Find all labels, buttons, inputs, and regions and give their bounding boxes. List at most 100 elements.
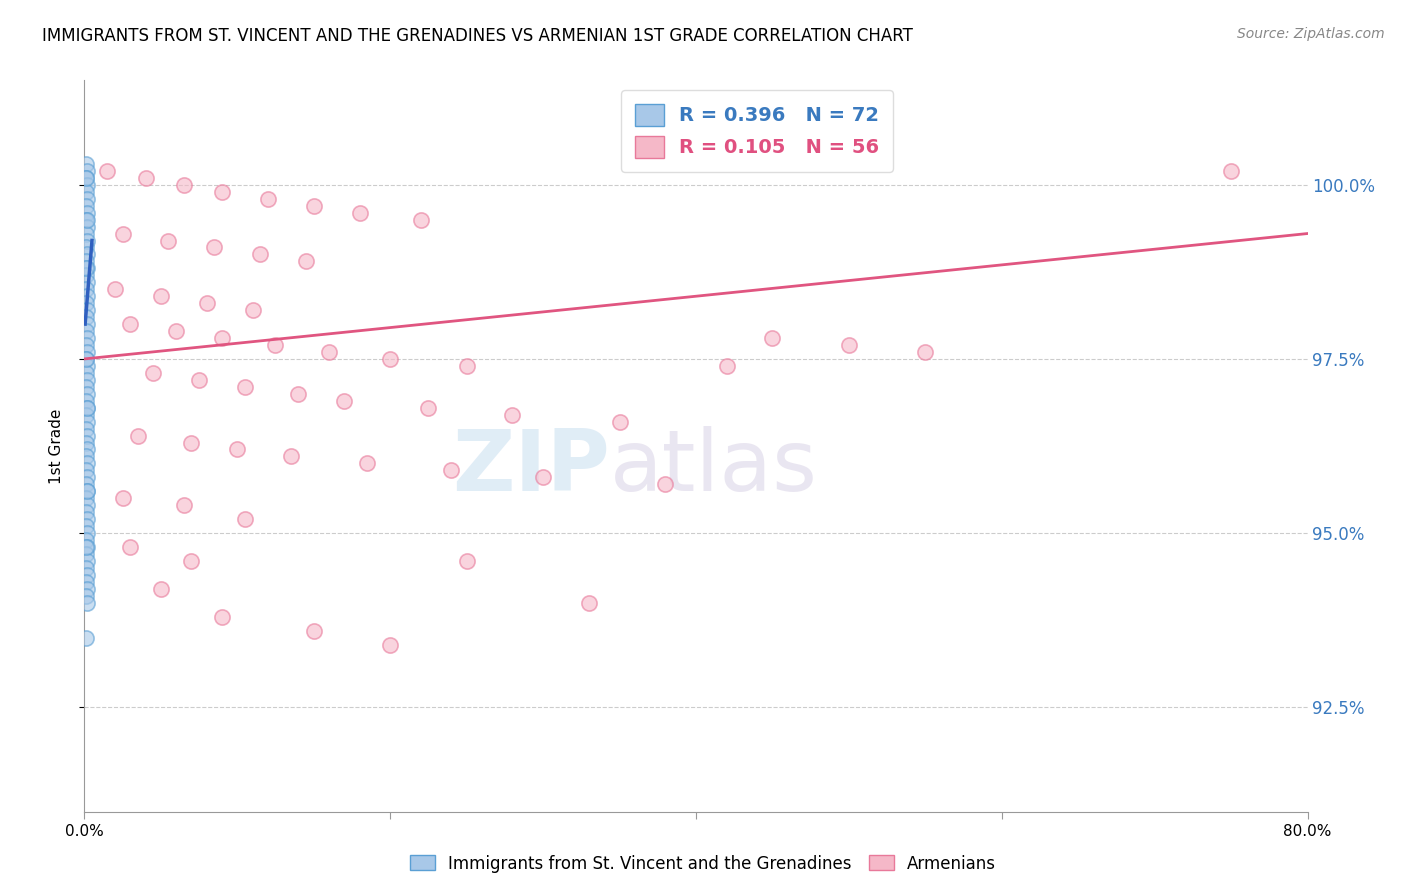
Point [104, 282, 127, 296]
Point [76, 540, 98, 554]
Point [76, 289, 98, 303]
Point [75, 408, 97, 422]
Point [75, 338, 97, 352]
Point [75, 240, 97, 254]
Point [75, 366, 97, 380]
Point [761, 331, 783, 345]
Point [75, 574, 97, 589]
Point [211, 185, 233, 199]
Point [76, 386, 98, 401]
Point [302, 199, 325, 213]
Point [838, 338, 860, 352]
Point [76, 526, 98, 541]
Point [76, 219, 98, 234]
Text: IMMIGRANTS FROM ST. VINCENT AND THE GRENADINES VS ARMENIAN 1ST GRADE CORRELATION: IMMIGRANTS FROM ST. VINCENT AND THE GREN… [42, 27, 912, 45]
Point [226, 442, 249, 457]
Point [75, 296, 97, 310]
Point [1220, 164, 1243, 178]
Point [409, 212, 432, 227]
Point [76, 415, 98, 429]
Point [157, 234, 180, 248]
Point [76, 554, 98, 568]
Point [456, 554, 478, 568]
Point [716, 359, 738, 373]
Point [578, 596, 600, 610]
Point [233, 512, 256, 526]
Point [76, 164, 98, 178]
Point [76, 567, 98, 582]
Point [257, 192, 280, 206]
Point [75, 227, 97, 241]
Point [75, 435, 97, 450]
Point [75, 351, 97, 366]
Point [333, 393, 356, 408]
Point [76, 178, 98, 192]
Point [75, 519, 97, 533]
Point [75, 491, 97, 506]
Point [654, 477, 676, 491]
Point [75, 351, 97, 366]
Point [76, 582, 98, 596]
Point [120, 540, 142, 554]
Point [127, 428, 149, 442]
Point [76, 247, 98, 261]
Point [173, 498, 195, 512]
Legend: Immigrants from St. Vincent and the Grenadines, Armenians: Immigrants from St. Vincent and the Gren… [404, 848, 1002, 880]
Point [76, 512, 98, 526]
Point [76, 234, 98, 248]
Point [502, 408, 524, 422]
Point [188, 373, 211, 387]
Point [120, 317, 142, 331]
Point [76, 457, 98, 471]
Point [75, 254, 97, 268]
Point [75, 450, 97, 464]
Point [96, 164, 118, 178]
Point [149, 289, 172, 303]
Point [76, 205, 98, 219]
Point [149, 582, 172, 596]
Point [75, 393, 97, 408]
Point [75, 477, 97, 491]
Point [75, 199, 97, 213]
Point [173, 178, 195, 192]
Point [76, 442, 98, 457]
Point [418, 401, 440, 415]
Point [456, 359, 478, 373]
Point [75, 310, 97, 325]
Point [180, 554, 202, 568]
Point [76, 192, 98, 206]
Point [75, 324, 97, 338]
Point [233, 380, 256, 394]
Point [76, 275, 98, 289]
Point [531, 470, 554, 484]
Point [75, 282, 97, 296]
Point [76, 484, 98, 499]
Point [609, 415, 631, 429]
Point [75, 380, 97, 394]
Point [76, 401, 98, 415]
Point [76, 345, 98, 359]
Point [280, 450, 302, 464]
Point [76, 428, 98, 442]
Point [356, 457, 378, 471]
Point [76, 470, 98, 484]
Point [318, 345, 340, 359]
Legend: R = 0.396   N = 72, R = 0.105   N = 56: R = 0.396 N = 72, R = 0.105 N = 56 [621, 90, 893, 172]
Point [211, 331, 233, 345]
Point [76, 317, 98, 331]
Point [75, 561, 97, 575]
Point [75, 533, 97, 547]
Point [380, 351, 402, 366]
Point [75, 268, 97, 283]
Point [135, 170, 157, 185]
Text: atlas: atlas [610, 426, 818, 509]
Point [211, 609, 233, 624]
Point [302, 624, 325, 638]
Point [287, 386, 309, 401]
Text: ZIP: ZIP [453, 426, 610, 509]
Point [76, 596, 98, 610]
Point [75, 463, 97, 477]
Point [75, 185, 97, 199]
Point [111, 227, 134, 241]
Point [295, 254, 318, 268]
